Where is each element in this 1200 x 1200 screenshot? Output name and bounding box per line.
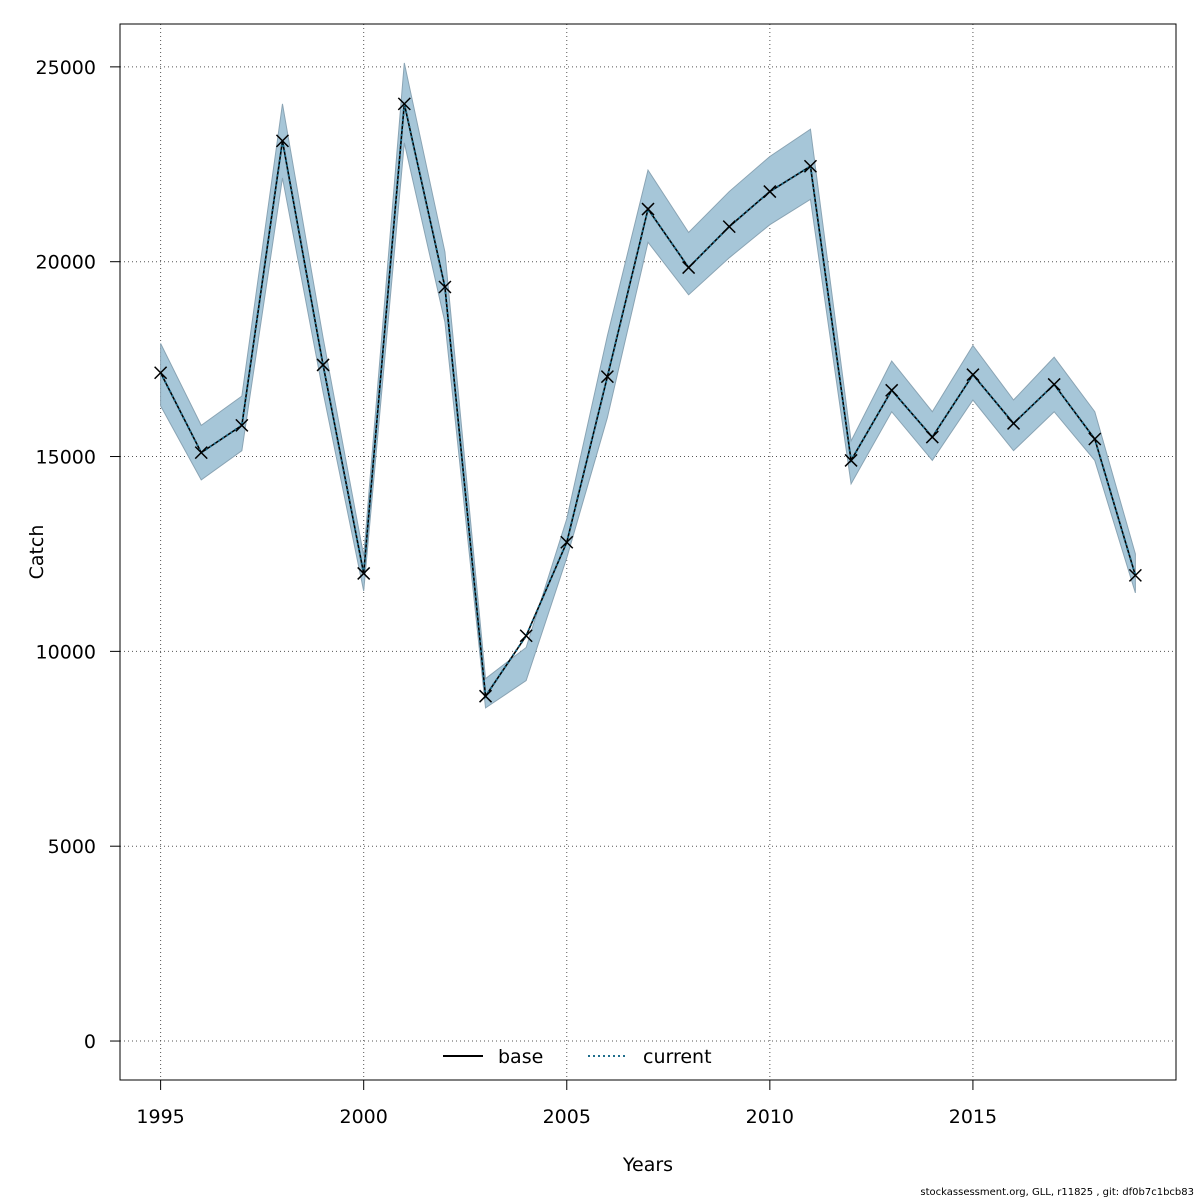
observed-point: [803, 159, 817, 173]
observed-point: [275, 134, 289, 148]
y-tick-label: 0: [84, 1031, 96, 1053]
legend-label-current: current: [643, 1046, 712, 1068]
x-axis-title: Years: [622, 1154, 673, 1176]
x-tick-label: 2005: [543, 1106, 591, 1128]
observed-point: [1128, 568, 1142, 582]
observed-point: [1007, 416, 1021, 430]
observed-point: [397, 97, 411, 111]
observed-point: [519, 629, 533, 643]
y-tick-label: 15000: [36, 447, 96, 469]
observed-point: [682, 261, 696, 275]
observed-point: [641, 202, 655, 216]
observed-point: [479, 689, 493, 703]
observed-point: [722, 220, 736, 234]
observed-point: [316, 358, 330, 372]
x-tick-label: 2000: [340, 1106, 388, 1128]
x-tick-label: 1995: [136, 1106, 184, 1128]
footer-credit: stockassessment.org, GLL, r11825 , git: …: [920, 1187, 1194, 1198]
observed-point: [844, 453, 858, 467]
observed-point: [1088, 432, 1102, 446]
observed-markers: [154, 97, 1142, 703]
observed-point: [885, 383, 899, 397]
y-axis: 0 5000 10000 15000 20000 25000: [36, 57, 120, 1053]
x-tick-label: 2015: [949, 1106, 997, 1128]
confidence-band: [160, 62, 1136, 709]
observed-point: [925, 430, 939, 444]
observed-point: [154, 366, 168, 380]
observed-point: [194, 446, 208, 460]
observed-point: [357, 566, 371, 580]
observed-point: [560, 535, 574, 549]
plot-frame: [119, 23, 1177, 1081]
observed-point: [600, 370, 614, 384]
observed-point: [235, 418, 249, 432]
x-tick-label: 2010: [746, 1106, 794, 1128]
observed-point: [438, 280, 452, 294]
grid-lines: [120, 24, 1176, 1080]
y-axis-title: Catch: [26, 525, 48, 580]
legend-label-base: base: [498, 1046, 543, 1068]
observed-point: [966, 368, 980, 382]
legend: base current: [443, 1046, 712, 1068]
confidence-band-area: [160, 62, 1136, 709]
y-tick-label: 25000: [36, 57, 96, 79]
x-axis: 1995 2000 2005 2010 2015: [136, 1080, 997, 1128]
y-tick-label: 20000: [36, 252, 96, 274]
observed-point: [763, 185, 777, 199]
y-tick-label: 10000: [36, 641, 96, 663]
observed-point: [1047, 377, 1061, 391]
y-tick-label: 5000: [48, 836, 96, 858]
